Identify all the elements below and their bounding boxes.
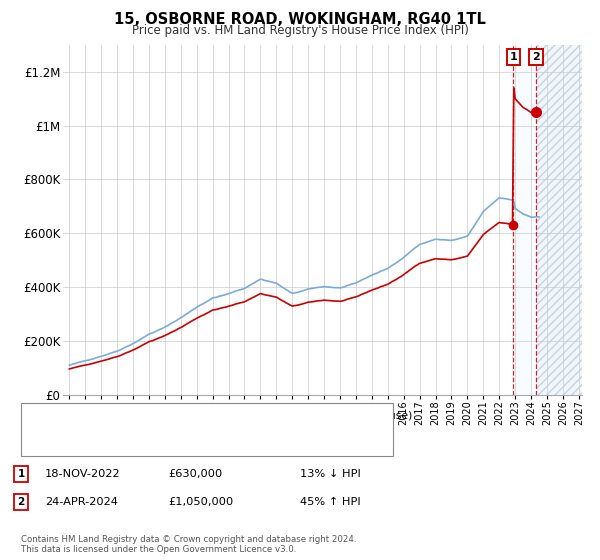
15, OSBORNE ROAD, WOKINGHAM, RG40 1TL (detached house) [510, 85, 517, 91]
HPI: Average price, detached house, Wokingham: (2.02e+03, 6.61e+05): Average price, detached house, Wokingham… [535, 213, 542, 220]
HPI: Average price, detached house, Wokingham: (2.02e+03, 7.32e+05): Average price, detached house, Wokingham… [496, 194, 503, 201]
HPI: Average price, detached house, Wokingham: (2e+03, 2.16e+05): Average price, detached house, Wokingham… [142, 333, 149, 340]
Text: —————: ————— [26, 409, 59, 419]
Text: 1: 1 [17, 469, 25, 479]
Text: 2: 2 [17, 497, 25, 507]
Text: 45% ↑ HPI: 45% ↑ HPI [300, 497, 361, 507]
Text: 13% ↓ HPI: 13% ↓ HPI [300, 469, 361, 479]
Bar [536, 45, 582, 395]
Bar [536, 45, 582, 395]
Text: 15, OSBORNE ROAD, WOKINGHAM, RG40 1TL (detached house): 15, OSBORNE ROAD, WOKINGHAM, RG40 1TL (d… [64, 410, 413, 421]
Text: £1,050,000: £1,050,000 [168, 497, 233, 507]
Bar [513, 45, 536, 395]
Text: Price paid vs. HM Land Registry's House Price Index (HPI): Price paid vs. HM Land Registry's House … [131, 24, 469, 37]
Text: 18-NOV-2022: 18-NOV-2022 [45, 469, 121, 479]
Line: HPI: Average price, detached house, Wokingham: HPI: Average price, detached house, Woki… [70, 198, 539, 365]
HPI: Average price, detached house, Wokingham: (2.02e+03, 6.98e+05): Average price, detached house, Wokingham… [485, 203, 492, 210]
HPI: Average price, detached house, Wokingham: (2.01e+03, 4.01e+05): Average price, detached house, Wokingham… [325, 283, 332, 290]
15, OSBORNE ROAD, WOKINGHAM, RG40 1TL (detached house) [295, 301, 302, 308]
15, OSBORNE ROAD, WOKINGHAM, RG40 1TL (detached house) [66, 366, 73, 372]
Text: 2: 2 [532, 52, 540, 62]
HPI: Average price, detached house, Wokingham: (2e+03, 2.8e+05): Average price, detached house, Wokingham… [175, 316, 182, 323]
Text: HPI: Average price, detached house, Wokingham: HPI: Average price, detached house, Woki… [64, 445, 331, 455]
HPI: Average price, detached house, Wokingham: (2e+03, 1.48e+05): Average price, detached house, Wokingham… [101, 352, 109, 358]
HPI: Average price, detached house, Wokingham: (2e+03, 1.1e+05): Average price, detached house, Wokingham… [66, 362, 73, 368]
Text: 1: 1 [509, 52, 517, 62]
Text: Contains HM Land Registry data © Crown copyright and database right 2024.
This d: Contains HM Land Registry data © Crown c… [21, 535, 356, 554]
Text: 15, OSBORNE ROAD, WOKINGHAM, RG40 1TL: 15, OSBORNE ROAD, WOKINGHAM, RG40 1TL [114, 12, 486, 27]
Text: £630,000: £630,000 [168, 469, 222, 479]
HPI: Average price, detached house, Wokingham: (2.01e+03, 3.82e+05): Average price, detached house, Wokingham… [295, 288, 302, 295]
15, OSBORNE ROAD, WOKINGHAM, RG40 1TL (detached house) [101, 357, 109, 363]
Text: 24-APR-2024: 24-APR-2024 [45, 497, 118, 507]
15, OSBORNE ROAD, WOKINGHAM, RG40 1TL (detached house) [175, 325, 182, 332]
Text: —————: ————— [26, 444, 59, 454]
15, OSBORNE ROAD, WOKINGHAM, RG40 1TL (detached house) [535, 109, 542, 115]
15, OSBORNE ROAD, WOKINGHAM, RG40 1TL (detached house) [142, 340, 149, 347]
Line: 15, OSBORNE ROAD, WOKINGHAM, RG40 1TL (detached house): 15, OSBORNE ROAD, WOKINGHAM, RG40 1TL (d… [70, 88, 539, 369]
15, OSBORNE ROAD, WOKINGHAM, RG40 1TL (detached house) [325, 297, 332, 304]
15, OSBORNE ROAD, WOKINGHAM, RG40 1TL (detached house) [485, 227, 492, 234]
